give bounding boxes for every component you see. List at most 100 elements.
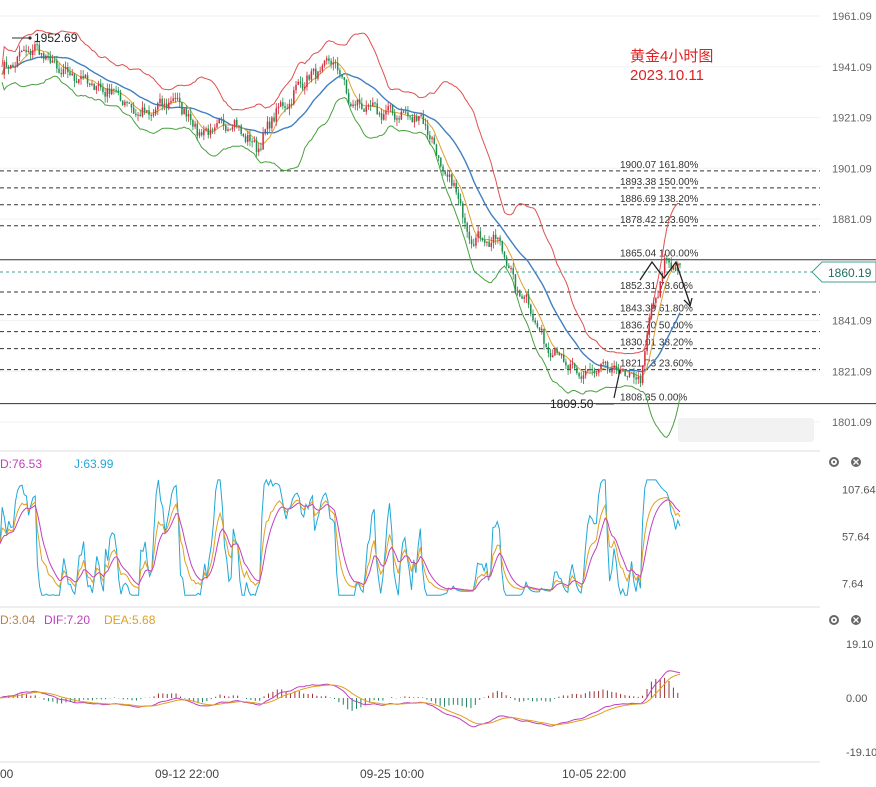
candle-body xyxy=(12,64,14,67)
candle-body xyxy=(576,367,578,374)
macd-tick-label: 19.10 xyxy=(846,639,874,651)
candle-body xyxy=(249,134,251,142)
short-ma-line xyxy=(1,49,681,378)
candle-body xyxy=(86,75,89,84)
candle-body xyxy=(108,88,111,95)
candle-body xyxy=(617,369,620,372)
candle-body xyxy=(488,241,490,247)
candle-body xyxy=(637,376,640,380)
candle-body xyxy=(115,89,117,91)
candle-body xyxy=(339,70,341,75)
low-label: 1809.50 xyxy=(550,397,594,411)
candle-body xyxy=(589,368,591,370)
macd-lines xyxy=(0,670,681,728)
candle-body xyxy=(95,86,98,90)
candle-body xyxy=(350,103,352,107)
candle-body xyxy=(53,60,56,62)
candle-body xyxy=(415,116,418,121)
candle-body xyxy=(38,44,41,55)
candle-body xyxy=(262,133,264,150)
candle-body xyxy=(464,217,466,224)
candle-body xyxy=(624,370,626,376)
kdj-j-label: J:63.99 xyxy=(74,457,114,471)
candle-body xyxy=(117,90,120,93)
candle-body xyxy=(110,88,113,95)
kdj-axis: 107.64 57.64 7.64 xyxy=(842,485,876,591)
candle-body xyxy=(494,234,497,239)
candle-body xyxy=(321,65,324,71)
candle-body xyxy=(20,51,23,53)
candle-body xyxy=(407,112,409,117)
candle-body xyxy=(613,365,615,368)
candle-body xyxy=(508,265,510,269)
candle-body xyxy=(304,86,306,89)
fib-label: 1808.35 0.00% xyxy=(620,393,687,404)
candle-body xyxy=(635,377,637,380)
candle-body xyxy=(288,103,291,110)
candle-body xyxy=(82,76,84,79)
macd-value-label: D:3.04 xyxy=(0,613,36,627)
macd-close-icon[interactable] xyxy=(851,615,861,625)
candle-body xyxy=(293,90,295,105)
candle-body xyxy=(674,267,677,271)
kdj-d-label: D:76.53 xyxy=(0,457,42,471)
candle-body xyxy=(172,98,174,102)
candle-body xyxy=(521,296,523,299)
macd-dea-label: DEA:5.68 xyxy=(104,613,156,627)
candle-body xyxy=(593,370,596,373)
candle-body xyxy=(231,127,234,130)
candle-body xyxy=(343,77,346,80)
candle-body xyxy=(242,133,245,137)
candle-body xyxy=(393,113,396,120)
macd-tick-label: 0.00 xyxy=(846,693,867,705)
candle-body xyxy=(58,68,60,73)
candle-body xyxy=(312,68,315,72)
candle-body xyxy=(345,79,348,93)
candle-body xyxy=(418,116,420,121)
upper-band-line xyxy=(1,29,680,355)
candle-body xyxy=(538,327,541,331)
candle-body xyxy=(238,125,240,127)
candle-body xyxy=(534,320,536,323)
candle-body xyxy=(27,50,30,52)
candle-body xyxy=(628,372,631,377)
kdj-close-icon[interactable] xyxy=(851,457,861,467)
candle-body xyxy=(310,71,313,80)
candle-body xyxy=(154,109,157,115)
candle-body xyxy=(543,328,545,344)
candle-body xyxy=(205,128,207,130)
current-price-text: 1860.19 xyxy=(828,266,872,280)
candle-body xyxy=(167,102,170,109)
candle-body xyxy=(187,114,190,117)
candle-body xyxy=(466,223,468,232)
fib-label: 1821.73 23.60% xyxy=(620,359,693,370)
candle-body xyxy=(400,111,403,120)
candle-body xyxy=(194,123,196,127)
candle-body xyxy=(530,304,532,314)
candle-body xyxy=(150,115,152,117)
candle-body xyxy=(277,106,280,109)
candle-body xyxy=(51,60,54,63)
candle-body xyxy=(365,106,367,112)
fib-label: 1865.04 100.00% xyxy=(620,249,699,260)
current-price-badge[interactable]: 1860.19 xyxy=(811,261,876,283)
candle-body xyxy=(161,98,163,106)
macd-settings-icon[interactable] xyxy=(829,615,839,625)
candle-body xyxy=(650,307,653,318)
candle-body xyxy=(446,174,449,177)
kdj-settings-icon[interactable] xyxy=(829,457,839,467)
candle-body xyxy=(630,372,633,374)
candle-body xyxy=(413,116,416,123)
candle-body xyxy=(271,117,273,129)
macd-tick-label: -19.10 xyxy=(846,747,876,759)
candle-body xyxy=(422,115,425,124)
candle-body xyxy=(462,203,464,218)
macd-dif-label: DIF:7.20 xyxy=(44,613,90,627)
candle-body xyxy=(472,244,475,246)
candle-body xyxy=(503,251,506,258)
candle-body xyxy=(128,102,131,104)
candle-body xyxy=(130,103,133,108)
candle-body xyxy=(36,44,38,46)
candle-body xyxy=(113,88,115,90)
